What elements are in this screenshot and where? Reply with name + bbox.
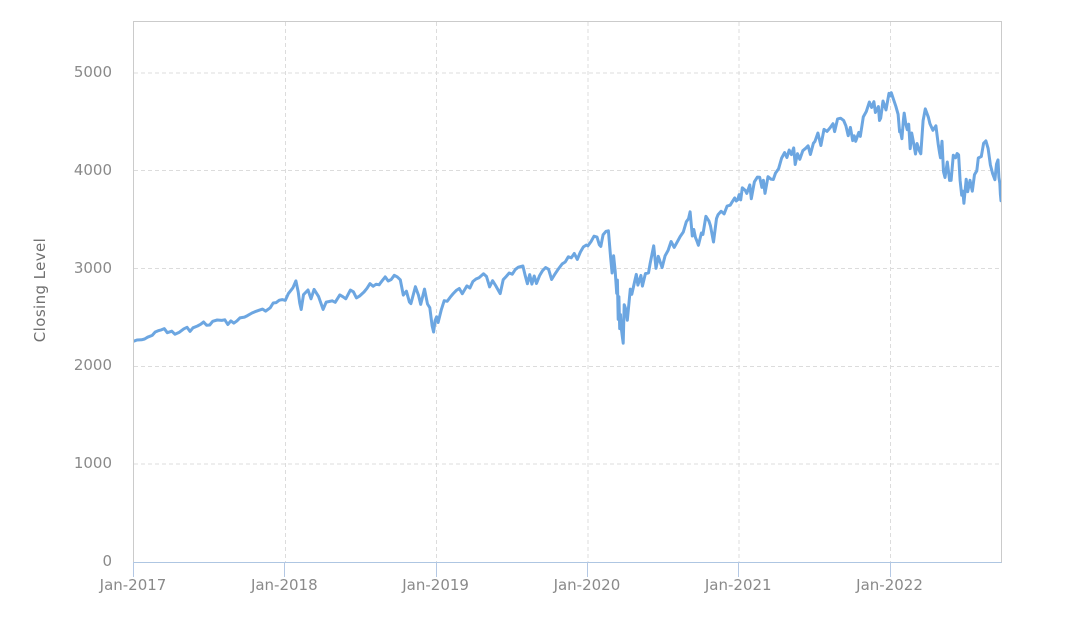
x-axis-label: Jan-2022 [856, 576, 923, 594]
y-axis-label: 3000 [73, 258, 112, 277]
x-axis-tick [133, 562, 134, 577]
y-axis-label: 2000 [73, 356, 112, 375]
x-axis-tick [586, 562, 588, 577]
plot-area[interactable] [133, 21, 1002, 563]
x-axis-tick [284, 562, 286, 577]
x-axis-label: Jan-2020 [553, 576, 621, 594]
x-axis-label: Jan-2017 [99, 576, 167, 594]
gridlines [134, 22, 1001, 562]
x-axis-label: Jan-2018 [250, 576, 318, 594]
y-axis-label: 1000 [73, 454, 112, 473]
y-axis-label: 4000 [73, 160, 112, 179]
x-axis-label: Jan-2021 [704, 576, 772, 594]
price-line [134, 91, 1001, 345]
x-axis-tick [435, 562, 437, 577]
y-axis-label: 0 [102, 552, 112, 570]
closing-level-chart [134, 22, 1001, 562]
y-axis-title: Closing Level [31, 237, 49, 343]
y-axis-label: 5000 [73, 62, 112, 81]
x-axis-tick [738, 562, 740, 577]
x-axis-tick [889, 562, 891, 577]
x-axis-label: Jan-2019 [402, 576, 469, 594]
